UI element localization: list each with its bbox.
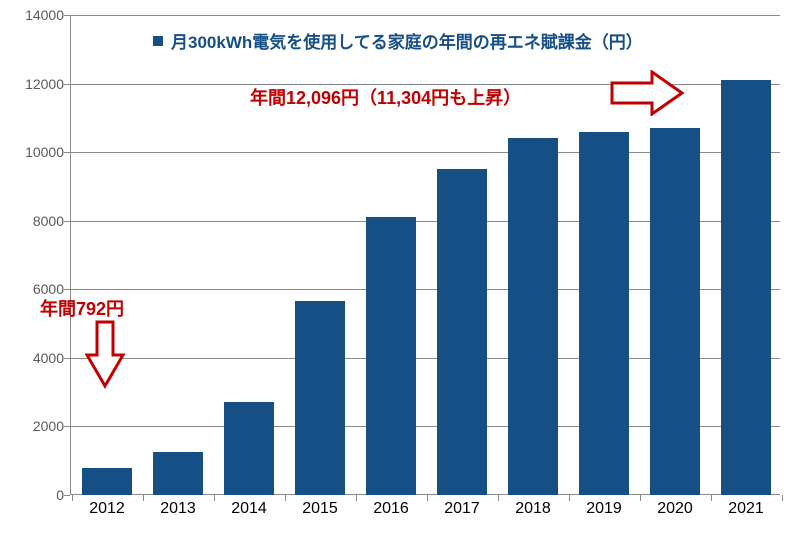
xtick-mark [72, 495, 73, 501]
bar [721, 80, 771, 495]
ytick-label: 0 [4, 487, 64, 503]
bar [153, 452, 203, 495]
ytick-mark [64, 289, 70, 290]
ytick-mark [64, 358, 70, 359]
ytick-label: 8000 [4, 213, 64, 229]
xtick-label: 2016 [361, 500, 421, 518]
xtick-mark [427, 495, 428, 501]
xtick-mark [782, 495, 783, 501]
ytick-label: 2000 [4, 418, 64, 434]
bar [437, 169, 487, 495]
xtick-label: 2014 [219, 500, 279, 518]
xtick-mark [285, 495, 286, 501]
legend-swatch [153, 36, 163, 46]
bar [82, 468, 132, 495]
ytick-mark [64, 426, 70, 427]
xtick-mark [143, 495, 144, 501]
bar [650, 128, 700, 495]
ytick-mark [64, 15, 70, 16]
xtick-mark [498, 495, 499, 501]
y-axis-line [70, 15, 71, 495]
legend-text: 月300kWh電気を使用してる家庭の年間の再エネ賦課金（円） [171, 28, 643, 53]
plot-area: 月300kWh電気を使用してる家庭の年間の再エネ賦課金（円） 年間792円 年間… [70, 15, 780, 495]
gridline [70, 15, 780, 16]
xtick-mark [640, 495, 641, 501]
xtick-label: 2020 [645, 500, 705, 518]
ytick-mark [64, 152, 70, 153]
ytick-mark [64, 221, 70, 222]
xtick-label: 2013 [148, 500, 208, 518]
bar [295, 301, 345, 495]
bar [508, 138, 558, 495]
ytick-mark [64, 84, 70, 85]
xtick-label: 2017 [432, 500, 492, 518]
ytick-label: 10000 [4, 144, 64, 160]
annotation-left-text: 年間792円 [40, 295, 124, 321]
arrow-down-icon [85, 320, 125, 390]
xtick-mark [214, 495, 215, 501]
xtick-label: 2019 [574, 500, 634, 518]
xtick-label: 2012 [77, 500, 137, 518]
annotation-right-text: 年間12,096円（11,304円も上昇） [250, 84, 521, 110]
xtick-mark [711, 495, 712, 501]
bar [366, 217, 416, 495]
chart-legend: 月300kWh電気を使用してる家庭の年間の再エネ賦課金（円） [153, 28, 643, 53]
ytick-label: 14000 [4, 7, 64, 23]
bar [579, 132, 629, 495]
xtick-mark [356, 495, 357, 501]
ytick-label: 4000 [4, 350, 64, 366]
xtick-label: 2021 [716, 500, 776, 518]
chart-container: 0 2000 4000 6000 8000 10000 12000 14000 … [0, 0, 796, 537]
arrow-right-icon [610, 70, 685, 116]
xtick-mark [569, 495, 570, 501]
bar [224, 402, 274, 495]
ytick-mark [64, 495, 70, 496]
xtick-label: 2015 [290, 500, 350, 518]
xtick-label: 2018 [503, 500, 563, 518]
ytick-label: 12000 [4, 76, 64, 92]
